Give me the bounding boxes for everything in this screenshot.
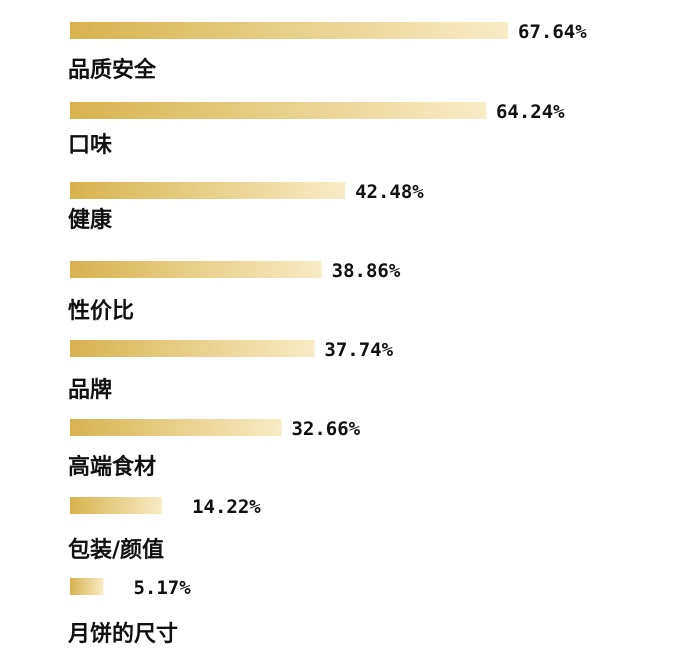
category-label-4: 性价比 — [68, 299, 134, 324]
bars-group: 67.64% 品质安全 64.24% 口味 42.48% 健康 38.86% 性价比 37.74… — [67, 21, 587, 647]
category-label-2: 口味 — [68, 133, 112, 158]
value-label-5: 37.74% — [324, 339, 393, 361]
bar-4 — [70, 261, 322, 278]
category-label-5: 品牌 — [68, 377, 112, 403]
bar-3 — [70, 182, 346, 199]
bar-1 — [70, 22, 508, 39]
bar-5 — [70, 340, 315, 357]
value-label-3: 42.48% — [355, 181, 424, 203]
bar-6 — [70, 419, 282, 436]
category-label-3: 健康 — [68, 207, 113, 233]
category-label-8: 月饼的尺寸 — [67, 621, 178, 647]
category-label-1: 品质安全 — [68, 57, 157, 83]
value-label-2: 64.24% — [496, 101, 565, 123]
value-label-4: 38.86% — [332, 260, 401, 282]
value-label-6: 32.66% — [291, 418, 360, 440]
value-label-7: 14.22% — [192, 496, 261, 518]
bar-7 — [70, 497, 163, 514]
bar-8 — [70, 578, 104, 595]
category-label-6: 高端食材 — [68, 454, 156, 480]
bar-2 — [70, 102, 486, 119]
value-label-8: 5.17% — [133, 577, 191, 599]
category-label-7: 包装/颜值 — [68, 537, 164, 563]
value-label-1: 67.64% — [518, 21, 587, 43]
